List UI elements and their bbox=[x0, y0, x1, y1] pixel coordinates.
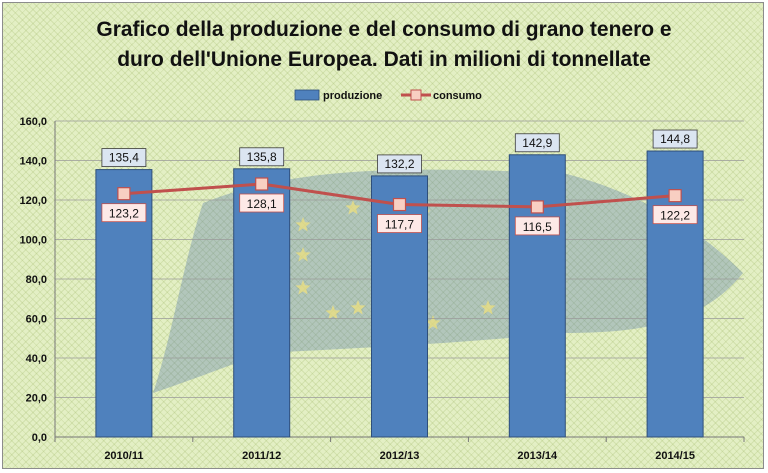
bar-data-label-box bbox=[239, 147, 285, 167]
consumo-point bbox=[255, 177, 269, 191]
bar bbox=[233, 168, 291, 438]
chart-frame: Grafico della produzione e del consumo d… bbox=[2, 2, 764, 469]
flag-star-icon bbox=[345, 200, 361, 215]
line-series bbox=[117, 177, 682, 214]
bar-data-label-box bbox=[101, 148, 147, 167]
bar-data-label-box bbox=[377, 154, 422, 174]
consumo-point bbox=[117, 187, 131, 201]
line-data-label-box bbox=[239, 193, 285, 213]
y-tick-label: 40,0 bbox=[26, 353, 47, 365]
flag-star-icon bbox=[325, 305, 341, 320]
consumo-point bbox=[668, 189, 682, 203]
chart-title-line-1: Grafico della produzione e del consumo d… bbox=[96, 18, 672, 41]
flag-star-icon bbox=[295, 280, 311, 295]
line-data-label: 128,1 bbox=[247, 197, 277, 211]
y-tick-label: 0,0 bbox=[32, 432, 47, 444]
flag-star-icon bbox=[295, 247, 311, 262]
y-tick-label: 120,0 bbox=[19, 195, 47, 207]
bar-data-label-box bbox=[652, 129, 698, 149]
line-data-label-box bbox=[377, 214, 422, 233]
y-tick-label: 60,0 bbox=[26, 314, 47, 326]
y-tick-label: 20,0 bbox=[26, 393, 47, 405]
legend-swatch-produzione bbox=[294, 89, 320, 101]
x-tick-label: 2013/14 bbox=[517, 450, 558, 462]
bar-data-label-box bbox=[514, 133, 560, 153]
line-data-label: 123,2 bbox=[109, 207, 139, 221]
y-tick-label: 140,0 bbox=[19, 156, 47, 168]
line-data-label-box bbox=[101, 203, 147, 223]
consumo-point bbox=[530, 200, 544, 214]
data-labels: 135,4 135,8 132,2 142,9 144,8 123,2 128,1 117,7… bbox=[101, 129, 698, 236]
bar-data-label: 135,8 bbox=[247, 150, 277, 164]
bar-data-label: 142,9 bbox=[522, 136, 552, 150]
line-data-label: 122,2 bbox=[660, 209, 690, 223]
bar-data-label: 132,2 bbox=[384, 157, 414, 171]
x-tick-label: 2010/11 bbox=[104, 450, 143, 462]
y-tick-label: 100,0 bbox=[19, 235, 47, 247]
y-tick-label: 80,0 bbox=[26, 274, 47, 286]
bar bbox=[508, 154, 566, 438]
line-data-label-box bbox=[652, 205, 698, 225]
legend-label-produzione: produzione bbox=[323, 90, 382, 102]
bar-data-label: 144,8 bbox=[660, 132, 690, 146]
legend-label-consumo: consumo bbox=[433, 90, 482, 102]
x-tick-label: 2014/15 bbox=[655, 450, 695, 462]
flag-star-icon bbox=[350, 300, 366, 315]
x-tick-label: 2012/13 bbox=[380, 450, 420, 462]
chart-title-line-2: duro dell'Unione Europea. Dati in milion… bbox=[117, 48, 651, 71]
chart-svg: 0,020,040,060,080,0100,0120,0140,0160,0 … bbox=[19, 89, 745, 462]
legend-marker-consumo bbox=[410, 89, 422, 101]
flag-star-icon bbox=[480, 300, 496, 315]
bar-data-label: 135,4 bbox=[109, 151, 139, 165]
flag-star-icon bbox=[425, 315, 441, 330]
x-tick-label: 2011/12 bbox=[242, 450, 281, 462]
consumo-point bbox=[392, 197, 407, 212]
line-data-label-box bbox=[514, 216, 560, 236]
line-data-label: 116,5 bbox=[523, 220, 552, 234]
line-data-label: 117,7 bbox=[385, 218, 414, 232]
flag-star-icon bbox=[295, 217, 311, 232]
legend: produzione consumo bbox=[294, 89, 482, 102]
y-tick-label: 160,0 bbox=[19, 116, 47, 128]
